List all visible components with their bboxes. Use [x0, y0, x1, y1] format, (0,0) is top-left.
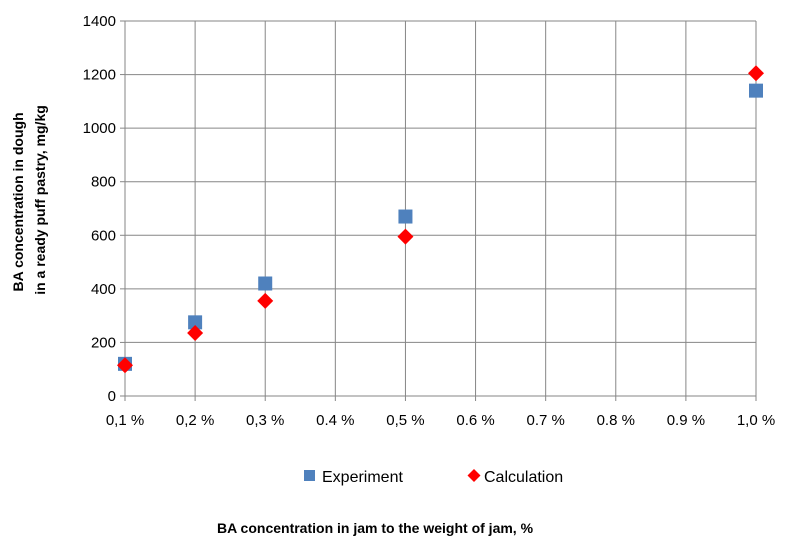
y-tick-label: 800: [91, 174, 116, 191]
gridlines: [120, 20, 757, 401]
y-axis-ticks: 0 200 400 600 800 1000 1200 1400: [83, 13, 116, 405]
y-tick-label: 1400: [83, 13, 116, 30]
y-tick-label: 200: [91, 334, 116, 351]
x-tick-label: 0,5 %: [386, 412, 424, 429]
x-tick-label: 0,3 %: [246, 412, 284, 429]
calculation-point: [257, 292, 274, 309]
experiment-point: [258, 276, 273, 291]
y-tick-label: 1200: [83, 67, 116, 84]
y-tick-label: 400: [91, 281, 116, 298]
x-tick-label: 0,2 %: [176, 412, 214, 429]
y-axis-title: BA concentration in dough in a ready puf…: [10, 105, 48, 295]
x-tick-label: 0.8 %: [597, 412, 635, 429]
x-axis-ticks: 0,1 % 0,2 % 0,3 % 0.4 % 0,5 % 0.6 % 0.7 % 0.8 %…: [106, 412, 775, 429]
y-axis-title-line-1: BA concentration in dough: [10, 112, 26, 291]
legend: Experiment Calculation: [304, 469, 563, 486]
y-tick-label: 1000: [83, 120, 116, 137]
data-points: [117, 65, 764, 374]
experiment-point: [398, 209, 413, 224]
experiment-point: [749, 83, 763, 98]
x-tick-label: 0,1 %: [106, 412, 144, 429]
calculation-point: [397, 228, 414, 245]
x-tick-label: 0.7 %: [526, 412, 564, 429]
x-tick-label: 1,0 %: [737, 412, 775, 429]
legend-calculation-swatch: [467, 469, 481, 482]
x-axis-title: BA concentration in jam to the weight of…: [217, 520, 534, 536]
y-tick-label: 0: [108, 388, 116, 405]
legend-experiment-swatch: [304, 470, 315, 481]
calculation-point: [748, 65, 764, 82]
x-tick-label: 0.6 %: [456, 412, 494, 429]
y-tick-label: 600: [91, 227, 116, 244]
experiment-point: [188, 315, 203, 330]
calculation-point: [187, 325, 204, 342]
x-tick-label: 0.4 %: [316, 412, 354, 429]
x-tick-label: 0.9 %: [667, 412, 705, 429]
legend-calculation-label: Calculation: [484, 469, 563, 486]
y-axis-title-line-2: in a ready puff pastry, mg/kg: [32, 105, 48, 295]
legend-experiment-label: Experiment: [322, 469, 403, 486]
calculation-point: [117, 357, 133, 374]
